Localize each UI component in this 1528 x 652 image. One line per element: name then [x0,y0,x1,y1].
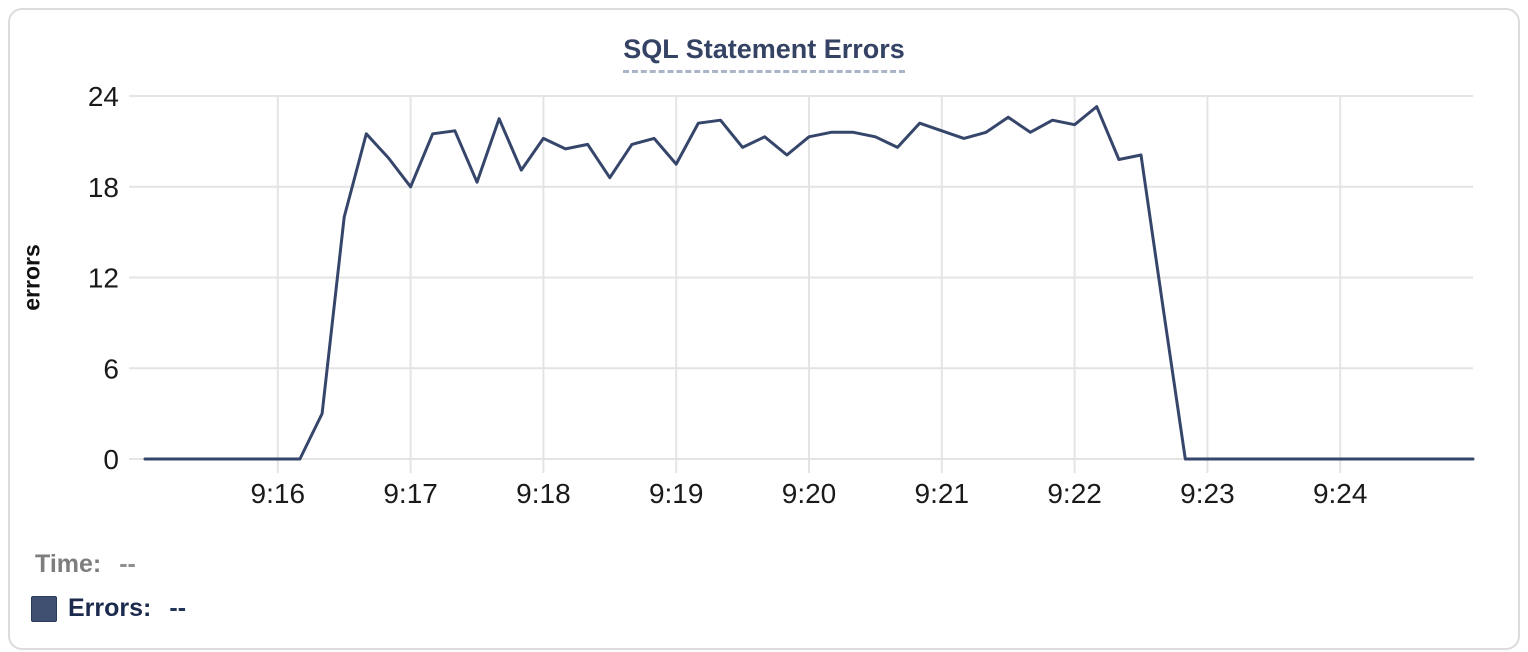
time-label: Time: [35,550,102,578]
errors-series-swatch [31,595,57,622]
errors-series-line[interactable] [143,105,1475,461]
y-tick-label: 24 [88,81,119,112]
y-tick-label: 18 [88,172,119,203]
y-tick-label: 0 [103,444,119,475]
chart-title[interactable]: SQL Statement Errors [623,34,905,73]
y-axis-label: errors [18,244,45,311]
chart-header: SQL Statement Errors [10,34,1518,73]
chart-card: SQL Statement Errors 0 6 12 18 24 9:16 9:17 9:1… [8,8,1520,650]
errors-value: -- [169,594,187,622]
x-tick-label: 9:20 [782,478,837,509]
x-tick-label: 9:17 [383,478,438,509]
x-tick-label: 9:22 [1047,478,1102,509]
legend-item-errors[interactable]: Errors: -- [31,594,186,623]
x-tick-label: 9:23 [1180,478,1235,509]
y-tick-label: 6 [103,353,119,384]
x-tick-label: 9:21 [915,478,970,509]
errors-label: Errors: [68,594,152,622]
y-tick-label: 12 [88,263,119,294]
x-tick-label: 9:16 [251,478,306,509]
x-tick-label: 9:19 [649,478,704,509]
line-chart[interactable]: 0 6 12 18 24 9:16 9:17 9:18 9:19 9:20 9:21 9:22 9:23… [10,10,1522,522]
time-value: -- [119,550,136,578]
tooltip-time-row: Time: -- [35,550,136,579]
x-tick-label: 9:18 [516,478,571,509]
x-tick-label: 9:24 [1313,478,1368,509]
